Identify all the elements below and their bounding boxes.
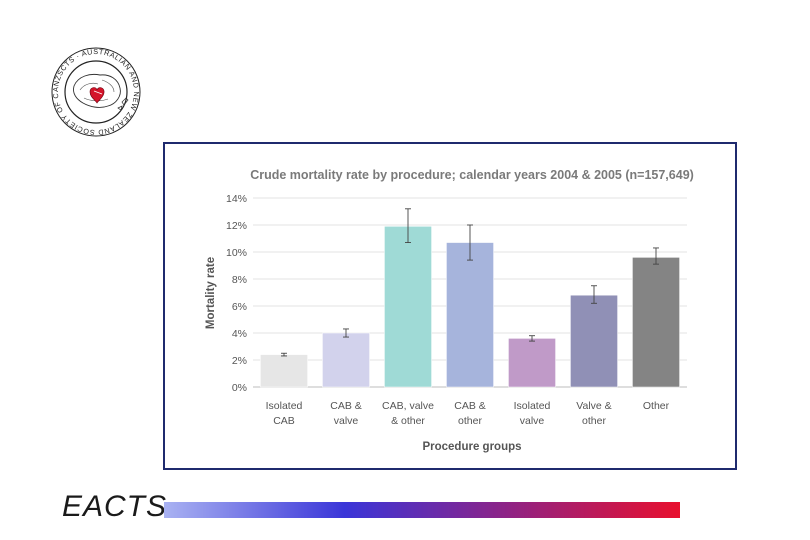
error-bar xyxy=(343,328,349,338)
bar xyxy=(322,332,370,388)
x-tick-label: Isolated valve xyxy=(514,400,551,427)
chart-title: Crude mortality rate by procedure; calen… xyxy=(250,168,694,182)
y-tick-label: 2% xyxy=(232,355,247,367)
bar xyxy=(260,354,308,388)
bar xyxy=(446,242,494,388)
x-tick-label: CAB, valve & other xyxy=(382,400,434,427)
mortality-bar-chart: Crude mortality rate by procedure; calen… xyxy=(205,168,694,453)
x-tick-label: Valve & other xyxy=(576,400,611,427)
bars xyxy=(260,226,680,388)
bar xyxy=(632,257,680,388)
bar xyxy=(570,294,618,388)
y-tick-label: 0% xyxy=(232,382,247,394)
society-seal-logo: ANZSCTS · AUSTRALIAN AND NEW ZEALAND SOC… xyxy=(47,39,142,138)
error-bar xyxy=(405,208,411,244)
x-tick-labels: Isolated CAB CAB & valve CAB, valve & other CA… xyxy=(266,400,670,427)
error-bar xyxy=(529,335,535,342)
error-bar xyxy=(591,285,597,304)
bar xyxy=(384,226,432,388)
society-seal-icon: ANZSCTS · AUSTRALIAN AND NEW ZEALAND SOC… xyxy=(47,39,141,137)
x-tick-label: CAB & other xyxy=(454,400,486,427)
y-tick-label: 8% xyxy=(232,274,247,286)
x-tick-label: CAB & valve xyxy=(330,400,362,427)
y-tick-label: 10% xyxy=(226,247,247,259)
y-axis-label: Mortality rate xyxy=(205,257,217,329)
chart-frame: Crude mortality rate by procedure; calen… xyxy=(163,142,737,470)
error-bar xyxy=(281,352,287,357)
x-tick-label: Other xyxy=(643,400,670,412)
y-tick-label: 14% xyxy=(226,193,247,205)
y-tick-label: 4% xyxy=(232,328,247,340)
y-tick-label: 6% xyxy=(232,301,247,313)
y-tick-label: 12% xyxy=(226,220,247,232)
x-axis-label: Procedure groups xyxy=(422,441,521,453)
y-tick-labels: 0% 2% 4% 6% 8% 10% 12% 14% xyxy=(226,193,247,394)
eacts-gradient-bar xyxy=(164,502,680,518)
x-tick-label: Isolated CAB xyxy=(266,400,303,427)
bar xyxy=(508,338,556,388)
error-bar xyxy=(653,247,659,265)
eacts-brand-text: EACTS xyxy=(62,490,168,523)
error-bar xyxy=(467,224,473,261)
error-bars xyxy=(281,208,659,357)
